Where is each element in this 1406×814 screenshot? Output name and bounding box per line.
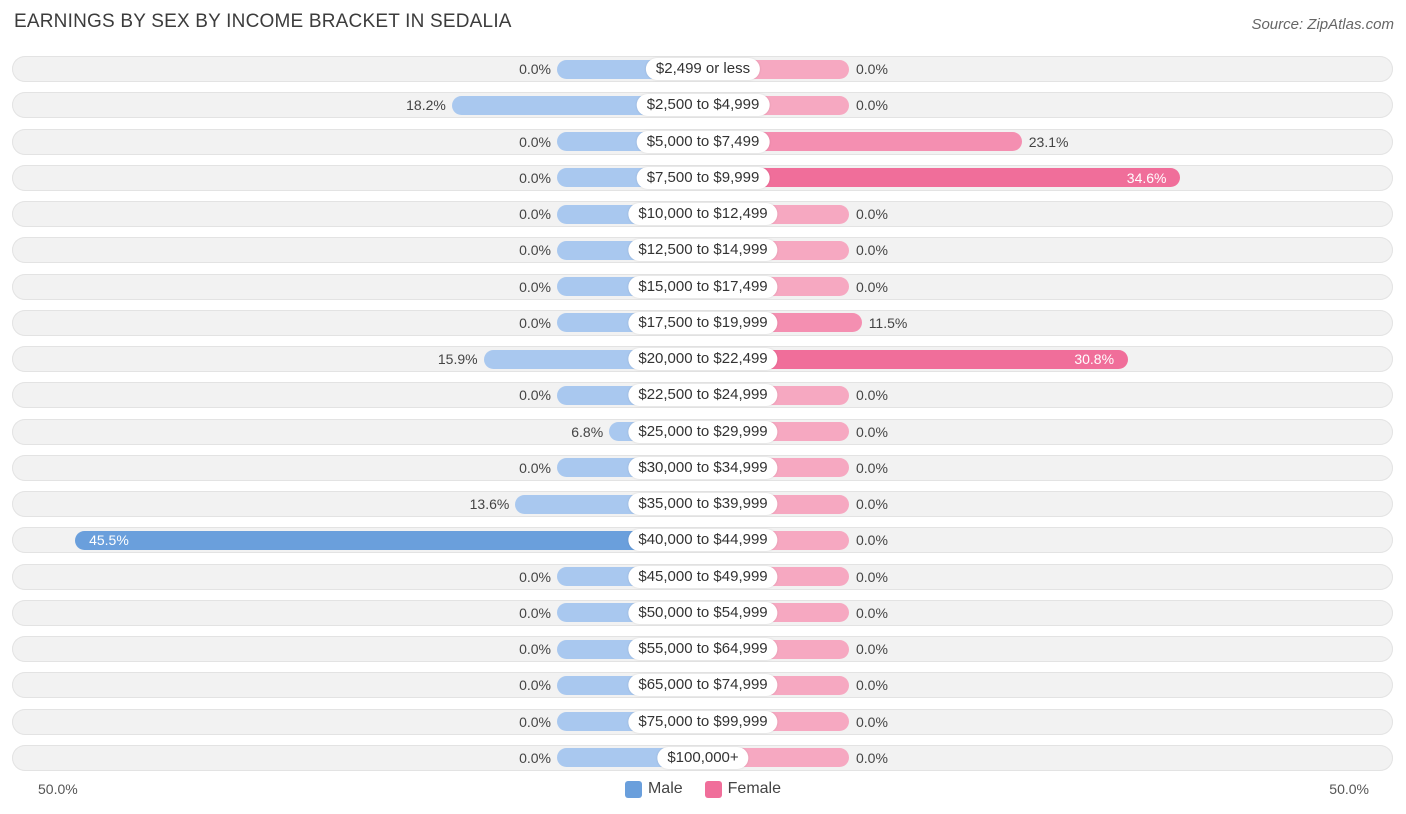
value-label-male: 0.0% bbox=[519, 604, 551, 621]
value-label-male: 0.0% bbox=[519, 314, 551, 331]
category-label: $50,000 to $54,999 bbox=[628, 601, 778, 624]
category-label: $15,000 to $17,499 bbox=[628, 275, 778, 298]
value-label-male: 0.0% bbox=[519, 206, 551, 222]
bar-male bbox=[75, 530, 703, 550]
value-label-male: 18.2% bbox=[406, 97, 446, 114]
value-label-male: 15.9% bbox=[437, 351, 478, 367]
value-label-male: 0.0% bbox=[519, 677, 551, 694]
category-label: $22,500 to $24,999 bbox=[628, 384, 778, 407]
legend-item-female[interactable]: Female bbox=[704, 780, 782, 798]
value-label-male: 45.5% bbox=[89, 532, 129, 549]
category-label: $2,500 to $4,999 bbox=[636, 94, 770, 117]
value-label-female: 0.0% bbox=[856, 568, 888, 585]
value-label-female: 0.0% bbox=[856, 604, 888, 621]
value-label-female: 0.0% bbox=[856, 713, 888, 730]
value-label-male: 0.0% bbox=[519, 61, 551, 77]
legend-label-female: Female bbox=[727, 780, 782, 797]
legend-label-male: Male bbox=[647, 780, 683, 797]
value-label-female: 0.0% bbox=[856, 459, 888, 476]
legend: Male Female bbox=[0, 778, 1406, 800]
value-label-female: 0.0% bbox=[856, 749, 888, 766]
category-label: $30,000 to $34,999 bbox=[628, 456, 778, 479]
category-label: $5,000 to $7,499 bbox=[636, 130, 770, 153]
category-label: $45,000 to $49,999 bbox=[628, 565, 778, 588]
value-label-female: 0.0% bbox=[856, 532, 888, 549]
value-label-female: 0.0% bbox=[856, 387, 888, 404]
category-label: $10,000 to $12,499 bbox=[628, 203, 778, 225]
value-label-female: 0.0% bbox=[856, 206, 888, 222]
chart-title: EARNINGS BY SEX BY INCOME BRACKET IN SED… bbox=[14, 11, 512, 32]
category-label: $17,500 to $19,999 bbox=[628, 311, 778, 334]
category-label: $65,000 to $74,999 bbox=[628, 674, 778, 697]
value-label-female: 0.0% bbox=[856, 278, 888, 295]
category-label: $2,499 or less bbox=[645, 58, 761, 80]
category-label: $40,000 to $44,999 bbox=[628, 529, 778, 552]
category-label: $75,000 to $99,999 bbox=[628, 710, 778, 733]
value-label-male: 0.0% bbox=[519, 713, 551, 730]
value-label-male: 0.0% bbox=[519, 641, 551, 657]
value-label-male: 0.0% bbox=[519, 169, 551, 186]
value-label-male: 0.0% bbox=[519, 278, 551, 295]
category-label: $12,500 to $14,999 bbox=[628, 239, 778, 262]
value-label-female: 23.1% bbox=[1028, 133, 1069, 150]
legend-swatch-female bbox=[704, 780, 722, 798]
value-label-male: 0.0% bbox=[519, 242, 551, 259]
axis-left-label: 50.0% bbox=[38, 781, 78, 797]
value-label-female: 11.5% bbox=[868, 314, 908, 331]
bar-female bbox=[703, 349, 1129, 369]
value-label-female: 30.8% bbox=[1074, 351, 1115, 367]
category-label: $35,000 to $39,999 bbox=[628, 493, 778, 515]
value-label-female: 0.0% bbox=[856, 242, 888, 259]
value-label-male: 6.8% bbox=[571, 423, 604, 440]
value-label-female: 34.6% bbox=[1126, 169, 1167, 186]
category-label: $100,000+ bbox=[657, 746, 749, 769]
legend-item-male[interactable]: Male bbox=[624, 780, 683, 798]
value-label-male: 0.0% bbox=[519, 387, 551, 404]
legend-swatch-male bbox=[624, 780, 642, 798]
value-label-female: 0.0% bbox=[856, 97, 888, 114]
category-label: $25,000 to $29,999 bbox=[628, 420, 778, 443]
axis-right-label: 50.0% bbox=[1329, 781, 1369, 797]
category-label: $55,000 to $64,999 bbox=[628, 638, 778, 660]
value-label-male: 0.0% bbox=[519, 459, 551, 476]
value-label-male: 0.0% bbox=[519, 133, 551, 150]
value-label-female: 0.0% bbox=[856, 641, 888, 657]
value-label-female: 0.0% bbox=[856, 61, 888, 77]
value-label-male: 0.0% bbox=[519, 749, 551, 766]
category-label: $20,000 to $22,499 bbox=[628, 348, 778, 370]
value-label-female: 0.0% bbox=[856, 423, 888, 440]
source-label: Source: ZipAtlas.com bbox=[1251, 16, 1394, 33]
bar-female bbox=[703, 132, 1022, 151]
value-label-male: 13.6% bbox=[469, 496, 510, 512]
bar-female bbox=[703, 168, 1181, 188]
value-label-female: 0.0% bbox=[856, 677, 888, 694]
value-label-female: 0.0% bbox=[856, 496, 888, 512]
value-label-male: 0.0% bbox=[519, 568, 551, 585]
category-label: $7,500 to $9,999 bbox=[636, 166, 770, 189]
